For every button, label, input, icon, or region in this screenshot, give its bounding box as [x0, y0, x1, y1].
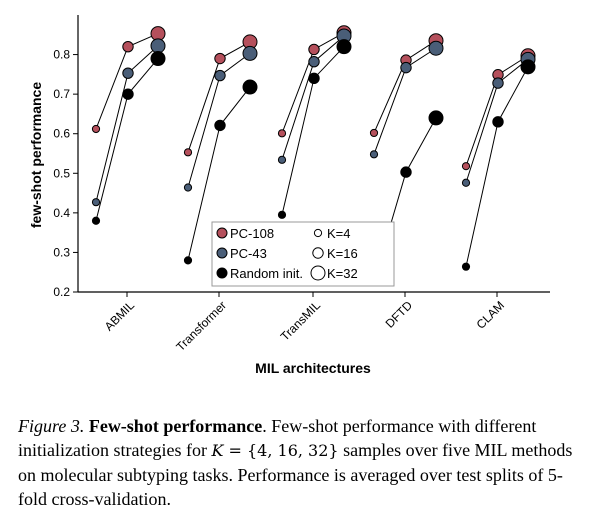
- caption-label: Figure 3.: [18, 416, 85, 436]
- x-tick-label: ABMIL: [102, 298, 138, 334]
- legend-size-label: K=32: [327, 266, 358, 281]
- data-point: [150, 38, 166, 54]
- caption-text-after: samples over five MIL methods on molecul…: [18, 440, 573, 509]
- data-point: [91, 216, 101, 225]
- data-point: [277, 155, 287, 164]
- y-tick-label: 0.3: [53, 245, 70, 259]
- figure-caption: Figure 3. Few-shot performance. Few-shot…: [18, 414, 578, 511]
- data-point: [461, 162, 471, 171]
- data-point: [308, 72, 320, 85]
- data-point: [183, 256, 193, 265]
- data-point: [91, 198, 101, 207]
- data-point: [122, 67, 134, 79]
- legend-box: [211, 221, 395, 287]
- data-point: [308, 43, 320, 56]
- y-tick-label: 0.4: [53, 206, 70, 220]
- x-tick-label: CLAM: [474, 298, 507, 331]
- legend-series-label: PC-108: [230, 226, 274, 241]
- data-point: [400, 166, 412, 178]
- caption-title: Few-shot performance: [88, 416, 263, 436]
- data-point: [461, 262, 471, 271]
- few-shot-chart: 0.2 0.3 0.4 0.5 0.6 0.7 0.8 ABMIL Transformer Tra…: [28, 15, 550, 376]
- data-point: [492, 116, 504, 128]
- data-point: [183, 148, 193, 157]
- data-point: [336, 39, 352, 55]
- y-tick-label: 0.5: [53, 166, 70, 180]
- data-point: [91, 124, 101, 134]
- data-point: [369, 128, 379, 138]
- data-point: [242, 79, 258, 95]
- data-point: [520, 59, 536, 75]
- y-tick-label: 0.8: [53, 48, 70, 62]
- data-point: [428, 40, 444, 56]
- data-point: [122, 40, 134, 53]
- data-point: [150, 51, 166, 67]
- caption-math: K = {4, 16, 32}: [211, 441, 338, 460]
- data-point: [428, 110, 444, 126]
- legend-size-label: K=16: [327, 246, 358, 261]
- data-point: [492, 77, 504, 89]
- caption-math-rest: = {4, 16, 32}: [223, 441, 339, 460]
- series-line: [95, 58, 159, 221]
- x-tick-label: TransMIL: [278, 298, 324, 344]
- data-point: [277, 210, 287, 219]
- data-point: [400, 61, 412, 74]
- legend-series-marker: [216, 247, 228, 259]
- data-point: [122, 88, 134, 100]
- legend: PC-108 PC-43 Random init. K=4 K=16 K=32: [211, 221, 395, 287]
- caption-math-var: K: [211, 441, 224, 460]
- data-point: [214, 69, 226, 82]
- data-point: [461, 178, 471, 187]
- data-point: [214, 52, 226, 65]
- data-point: [277, 129, 287, 138]
- x-tick-label: Transformer: [173, 298, 229, 354]
- data-point: [214, 119, 226, 132]
- data-point: [308, 55, 320, 68]
- legend-size-marker: [310, 265, 326, 281]
- legend-size-marker: [313, 228, 323, 238]
- y-tick-label: 0.7: [53, 87, 70, 101]
- legend-series-label: PC-43: [230, 246, 267, 261]
- x-axis-label: MIL architectures: [255, 360, 371, 376]
- y-tick-label: 0.6: [53, 127, 70, 141]
- data-point: [242, 45, 258, 61]
- x-tick-label: DFTD: [383, 298, 416, 331]
- series-line: [465, 66, 529, 267]
- legend-series-label: Random init.: [230, 266, 303, 281]
- y-axis-label: few-shot performance: [28, 82, 44, 228]
- data-point: [183, 183, 193, 192]
- plot-area: 0.2 0.3 0.4 0.5 0.6 0.7 0.8 ABMIL Transformer Tra…: [53, 15, 550, 354]
- legend-series-marker: [216, 227, 228, 239]
- legend-series-marker: [216, 267, 228, 279]
- data-point: [369, 150, 379, 159]
- legend-size-label: K=4: [327, 226, 351, 241]
- caption-text-before: . Few-shot performance with different in…: [18, 416, 537, 460]
- legend-size-marker: [312, 247, 324, 259]
- y-tick-label: 0.2: [53, 285, 70, 299]
